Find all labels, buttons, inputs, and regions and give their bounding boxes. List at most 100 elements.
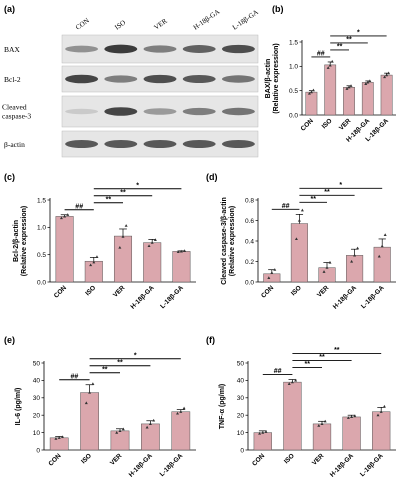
x-category-label: H-18β-GA: [329, 452, 355, 478]
significance-label: **: [310, 196, 316, 203]
data-point: [328, 260, 332, 264]
data-point: [290, 380, 294, 384]
x-category-label: VER: [316, 284, 331, 299]
data-point: [317, 424, 321, 427]
data-point: [89, 263, 93, 267]
data-point: [176, 250, 180, 254]
x-category-label: ISO: [80, 452, 93, 465]
x-category-label: CON: [47, 452, 62, 467]
data-point: [270, 271, 274, 274]
blot-column-label: ISO: [113, 19, 127, 32]
data-point: [368, 79, 372, 83]
y-tick-label: 0.2: [245, 259, 254, 266]
significance-label: **: [106, 196, 112, 203]
blot-column-label: CON: [74, 17, 91, 32]
data-point: [179, 249, 183, 253]
bar: [84, 260, 103, 283]
bar: [143, 242, 162, 283]
y-tick-label: 10: [33, 430, 41, 437]
bar: [343, 87, 355, 116]
blot-row-label: β-actin: [4, 140, 25, 149]
data-point: [145, 425, 149, 429]
data-point: [273, 268, 277, 271]
bar: [361, 82, 374, 116]
y-tick-label: 30: [33, 395, 41, 402]
significance-label: *: [339, 182, 342, 189]
significance-label: **: [102, 366, 108, 373]
significance-label: *: [134, 352, 137, 359]
data-point: [261, 431, 265, 434]
y-axis-label: IL-6 (pg/ml): [15, 388, 22, 426]
y-tick-label: 0.8: [245, 197, 254, 204]
data-point: [182, 406, 186, 410]
bar: [312, 423, 332, 451]
chart-cleaved-caspase3: (d) 0.0 0.2 0.4 0.6 0.8 Cleaved caspase-3/β-ac…: [206, 172, 396, 311]
blot-band: [65, 45, 99, 53]
panel-letter: (c): [4, 172, 15, 182]
x-category-label: CON: [260, 284, 275, 299]
significance-label: ##: [317, 50, 325, 57]
data-point: [382, 404, 386, 408]
significance-label: **: [346, 36, 352, 43]
blot-band: [182, 139, 216, 149]
bar: [80, 392, 99, 451]
data-point: [323, 419, 327, 423]
bar: [55, 216, 74, 283]
significance-label: **: [334, 347, 340, 354]
data-point: [325, 266, 329, 269]
y-axis-label: BAX/β-actin: [265, 59, 272, 99]
data-point: [346, 416, 350, 419]
x-category-label: H-18β-GA: [129, 284, 155, 310]
bar: [110, 430, 130, 451]
data-point: [345, 87, 349, 90]
data-point: [385, 73, 389, 77]
x-category-label: VER: [311, 452, 326, 467]
blot-band: [182, 74, 216, 84]
data-point: [59, 216, 63, 220]
data-point: [57, 436, 61, 439]
data-point: [183, 249, 187, 252]
y-tick-label: 20: [237, 413, 245, 420]
data-point: [328, 63, 332, 67]
blot-band: [104, 44, 138, 54]
data-point: [88, 390, 92, 394]
bar: [171, 411, 191, 451]
data-point: [258, 431, 262, 435]
panel-letter-a: (a): [4, 4, 15, 14]
data-point: [379, 410, 383, 413]
y-tick-label: 1.5: [289, 39, 298, 46]
significance-label: **: [304, 361, 310, 368]
x-category-label: L-18β-GA: [159, 284, 185, 310]
blot-band: [65, 108, 99, 115]
panel-letter: (f): [206, 335, 215, 345]
data-point: [330, 59, 334, 63]
y-axis-label: TNF-α (pg/ml): [219, 384, 226, 430]
chart-bax: (b) 0.0 0.5 1.0 1.5 BAX/β-actin (Relative expr…: [265, 4, 396, 144]
bar: [253, 432, 272, 451]
chart-tnf-alpha: (f) 0 10 20 30 40 50 TNF-α (pg/ml) CON ISO VER H-18…: [206, 335, 396, 479]
blot-row-label: Bcl-2: [4, 75, 21, 84]
blot-row-label: Cleaved caspase-3: [2, 103, 31, 121]
data-point: [92, 260, 96, 264]
y-tick-label: 0.5: [37, 252, 46, 259]
blot-column-label: VER: [153, 17, 169, 32]
y-tick-label: 0.0: [289, 112, 298, 119]
y-tick-label: 50: [33, 360, 41, 367]
panel-letter: (b): [272, 4, 284, 14]
bar: [290, 223, 308, 283]
y-tick-label: 1.0: [37, 225, 46, 232]
data-point: [115, 431, 119, 434]
bar: [373, 246, 391, 283]
bar: [141, 423, 160, 451]
data-point: [294, 378, 298, 382]
bar: [283, 381, 302, 451]
y-tick-label: 1.5: [37, 197, 46, 204]
x-category-label: H-18β-GA: [332, 284, 358, 310]
data-point: [353, 253, 357, 257]
significance-label: ##: [75, 203, 83, 210]
y-axis-label: Bcl-2/β-actin: [13, 220, 20, 262]
blot-band: [65, 139, 99, 149]
data-point: [311, 88, 315, 92]
significance-label: **: [337, 43, 343, 50]
